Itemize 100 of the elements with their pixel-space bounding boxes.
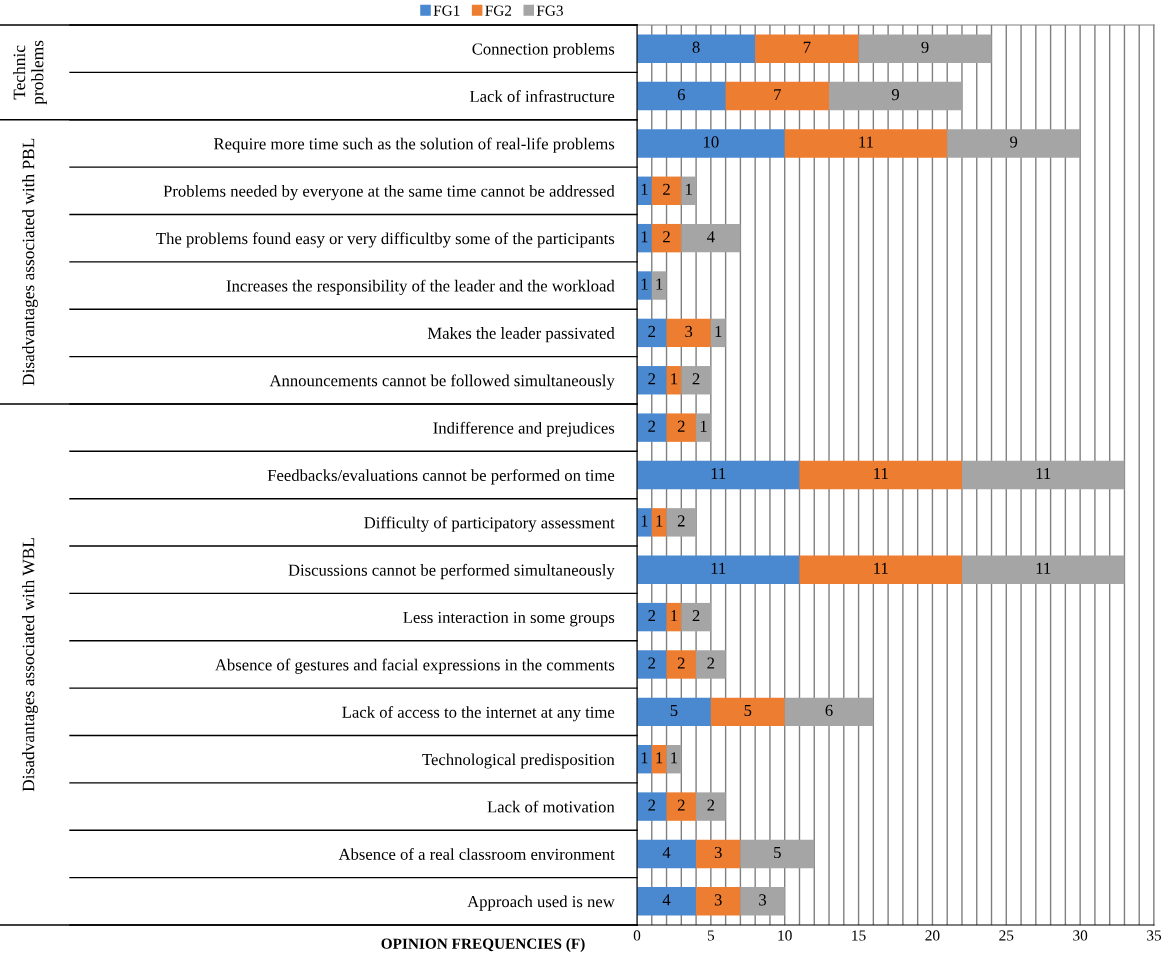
- y-tick-label: Technological predisposition: [422, 753, 615, 769]
- bar: [637, 602, 667, 632]
- text: Disadvantages associated with PBL: [22, 138, 38, 386]
- y-tick-label: Problems needed by everyone at the same time cannot be addressed: [163, 185, 615, 201]
- y-tick-label: Indifference and prejudices: [433, 421, 615, 438]
- data-label: 4: [662, 846, 671, 858]
- data-label: 11: [859, 136, 873, 148]
- bar: [651, 223, 682, 253]
- data-label: 1: [656, 752, 663, 764]
- bar: [681, 366, 711, 395]
- bar: [651, 176, 682, 205]
- data-label: 9: [921, 41, 929, 53]
- bar: [740, 887, 785, 916]
- y-tick-label: Require more time such as the solution of real-life problems: [213, 137, 615, 153]
- data-label: 2: [677, 420, 685, 432]
- bar: [637, 650, 667, 679]
- y-tick-label: Connection problems: [472, 42, 615, 59]
- y-tick-label: Makes the leader passivated: [427, 327, 615, 343]
- data-label: 1: [671, 752, 678, 764]
- bar: [637, 887, 697, 916]
- data-label: 1: [715, 325, 722, 337]
- bar: [710, 697, 785, 727]
- bar: [696, 792, 726, 821]
- data-label: 11: [711, 562, 726, 574]
- bar: [696, 839, 741, 869]
- data-label: 8: [692, 41, 700, 53]
- data-label: 2: [648, 657, 656, 669]
- data-label: 7: [774, 89, 782, 101]
- data-label: 3: [714, 846, 722, 859]
- data-label: 1: [641, 752, 648, 764]
- x-tick-label: 25: [999, 930, 1014, 941]
- bar: [666, 650, 697, 679]
- x-tick-label: 35: [1147, 930, 1162, 941]
- bar: [637, 223, 652, 253]
- legend-label: FG2: [485, 5, 512, 16]
- x-tick-label: 30: [1073, 930, 1088, 941]
- data-label: 1: [641, 515, 648, 527]
- data-label: 2: [677, 799, 685, 811]
- y-tick-label: Absence of a real classroom environment: [338, 848, 615, 860]
- data-label: 2: [692, 373, 700, 385]
- data-label: 1: [656, 278, 663, 290]
- bar: [666, 318, 711, 348]
- data-label: 2: [692, 610, 700, 622]
- y-tick-label: Lack of motivation: [487, 800, 615, 813]
- data-label: 2: [648, 799, 656, 811]
- bar: [666, 413, 697, 442]
- data-label: 6: [825, 704, 833, 717]
- y-tick-label: Lack of access to the internet at any time: [342, 705, 615, 722]
- data-label: 2: [707, 799, 715, 811]
- bar: [681, 176, 697, 205]
- x-tick-label: 0: [633, 930, 641, 941]
- bar: [829, 81, 962, 111]
- bar: [637, 460, 800, 490]
- legend-label: FG1: [433, 5, 460, 16]
- data-label: 1: [686, 183, 692, 195]
- y-tick-label: Lack of infrastructure: [469, 90, 615, 102]
- bar: [666, 508, 697, 537]
- y-tick-label: Feedbacks/evaluations cannot be performed on time: [267, 469, 615, 485]
- data-label: 1: [641, 231, 648, 243]
- x-tick-label: 20: [925, 930, 940, 941]
- x-tick-label: 15: [852, 930, 866, 941]
- x-tick-label: 5: [707, 930, 715, 941]
- data-label: 2: [663, 183, 670, 195]
- bar: [696, 887, 741, 916]
- data-label: 2: [663, 231, 670, 243]
- legend-label: FG3: [536, 5, 563, 16]
- data-label: 2: [648, 610, 656, 622]
- data-label: 3: [685, 325, 693, 338]
- bar: [799, 460, 962, 490]
- bar: [947, 129, 1081, 158]
- data-label: 2: [648, 373, 656, 385]
- bar: [651, 271, 667, 300]
- bar: [681, 223, 741, 253]
- data-label: 5: [774, 847, 781, 859]
- data-label: 2: [677, 657, 685, 669]
- bar: [696, 413, 711, 442]
- y-tick-label: The problems found easy or very difficultby some of the participants: [156, 232, 615, 248]
- bar: [637, 555, 800, 584]
- data-label: 2: [677, 515, 685, 527]
- bar: [637, 413, 667, 442]
- data-label: 6: [677, 89, 685, 101]
- y-tick-label: Increases the responsibility of the leader and the workload: [226, 279, 615, 295]
- data-label: 2: [707, 657, 715, 669]
- bar: [784, 697, 874, 727]
- bar: [651, 745, 667, 774]
- data-label: 1: [671, 610, 678, 622]
- text: Disadvantages associated with WBL: [22, 538, 38, 792]
- bar: [666, 792, 697, 821]
- bar: [637, 697, 711, 727]
- y-tick-label: Approach used is new: [467, 895, 615, 911]
- data-label: 5: [744, 704, 752, 717]
- data-label: 10: [703, 136, 719, 148]
- bar: [799, 555, 962, 584]
- bar: [681, 602, 711, 632]
- bar: [961, 460, 1125, 490]
- y-tick-label: Discussions cannot be performed simultaneously: [288, 563, 615, 580]
- text: Technic problems: [13, 40, 47, 105]
- y-tick-label: Announcements cannot be followed simultaneously: [269, 374, 615, 390]
- y-tick-label: Absence of gestures and facial expressions in the comments: [215, 658, 615, 674]
- data-label: 11: [874, 468, 888, 480]
